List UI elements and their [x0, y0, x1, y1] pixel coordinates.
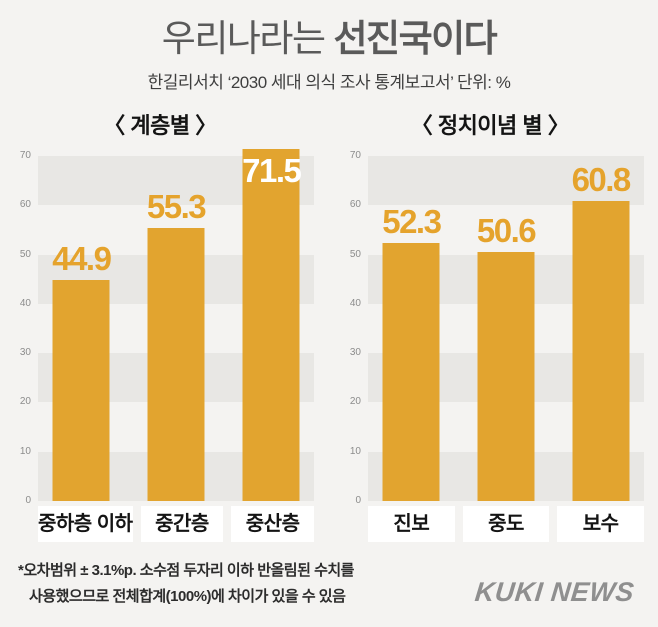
y-axis: 0 10 20 30 40 50 60 70 — [6, 151, 38, 506]
plot-wrap: 0 10 20 30 40 50 60 70 44.9 55.3 71.5 — [6, 148, 314, 506]
chart-title: 〈 정치이념 별 〉 — [410, 113, 570, 138]
category-label: 진보 — [368, 506, 455, 542]
footnote-line-2: 사용했으므로 전체합계(100%)에 차이가 있을 수 있음 — [29, 588, 346, 605]
y-axis: 0 10 20 30 40 50 60 70 — [336, 151, 368, 506]
charts-row: 〈 계층별 〉 0 10 20 30 40 50 60 70 44.9 55.3 71.5 중하층… — [0, 111, 658, 542]
bar-columns: 44.9 55.3 71.5 — [38, 148, 314, 501]
y-tick-label: 0 — [355, 495, 361, 506]
y-tick-label: 40 — [349, 297, 361, 309]
footnote: *오차범위 ± 3.1%p. 소수점 두자리 이하 반올림된 수치를 사용했으므… — [18, 558, 354, 610]
y-tick-label: 20 — [19, 396, 31, 408]
page-title: 우리나라는 선진국이다 — [0, 16, 658, 62]
bar-value-label: 55.3 — [146, 188, 207, 226]
bar-value-label: 71.5 — [242, 151, 302, 189]
y-tick-label: 40 — [19, 297, 31, 309]
chart-by-ideology: 〈 정치이념 별 〉 0 10 20 30 40 50 60 70 52.3 50.6 60.8 … — [336, 111, 645, 542]
plot-area: 52.3 50.6 60.8 — [368, 156, 644, 501]
bar-value-label: 50.6 — [476, 211, 537, 249]
bar — [382, 243, 440, 501]
bar-columns: 52.3 50.6 60.8 — [368, 156, 644, 501]
bar — [147, 228, 205, 501]
bar-value-label: 52.3 — [382, 203, 442, 241]
bar-column: 52.3 — [368, 156, 455, 501]
category-label: 중도 — [462, 506, 550, 542]
plot-wrap: 0 10 20 30 40 50 60 70 52.3 50.6 60.8 — [336, 151, 644, 506]
y-tick-label: 60 — [349, 199, 361, 211]
plot-area: 44.9 55.3 71.5 — [38, 148, 314, 501]
y-tick-label: 10 — [349, 445, 361, 457]
category-row: 진보 중도 보수 — [368, 506, 645, 542]
bar-value-label: 60.8 — [571, 161, 632, 199]
page-title-regular: 우리나라는 — [161, 18, 326, 59]
bar-value-label: 44.9 — [52, 239, 112, 277]
y-tick-label: 70 — [19, 150, 31, 161]
y-tick-label: 0 — [25, 495, 31, 506]
bar-column: 50.6 — [463, 156, 550, 501]
bar — [52, 279, 110, 501]
y-tick-label: 10 — [19, 445, 31, 457]
y-tick-label: 20 — [349, 396, 361, 408]
y-tick-label: 70 — [349, 150, 361, 161]
category-label: 중산층 — [231, 506, 314, 542]
page-title-bold: 선진국이다 — [333, 18, 498, 59]
header: 우리나라는 선진국이다 한길리서치 ‘2030 세대 의식 조사 통계보고서’ 단… — [0, 0, 658, 93]
chart-title: 〈 계층별 〉 — [103, 113, 217, 138]
category-label: 중하층 이하 — [38, 506, 133, 542]
footnote-line-1: *오차범위 ± 3.1%p. 소수점 두자리 이하 반올림된 수치를 — [18, 562, 354, 579]
y-tick-label: 30 — [19, 347, 31, 359]
bar — [572, 201, 630, 501]
kuki-news-logo: KUKI NEWS — [473, 577, 636, 607]
chart-by-class: 〈 계층별 〉 0 10 20 30 40 50 60 70 44.9 55.3 71.5 중하층… — [6, 111, 314, 542]
category-row: 중하층 이하 중간층 중산층 — [38, 506, 314, 542]
bar-column: 55.3 — [133, 156, 220, 501]
bar-column: 71.5 — [227, 148, 314, 501]
bar — [477, 251, 535, 501]
category-label: 중간층 — [140, 506, 224, 542]
y-tick-label: 30 — [349, 347, 361, 359]
bar-column: 60.8 — [557, 156, 644, 501]
page-subtitle: 한길리서치 ‘2030 세대 의식 조사 통계보고서’ 단위: % — [147, 73, 511, 92]
bar: 71.5 — [242, 148, 302, 501]
grid-band — [368, 156, 644, 206]
category-label: 보수 — [557, 506, 645, 542]
y-tick-label: 60 — [19, 199, 31, 211]
y-tick-label: 50 — [349, 248, 361, 260]
footer: *오차범위 ± 3.1%p. 소수점 두자리 이하 반올림된 수치를 사용했으므… — [0, 558, 658, 610]
bar-column: 44.9 — [38, 156, 125, 501]
y-tick-label: 50 — [19, 248, 31, 260]
